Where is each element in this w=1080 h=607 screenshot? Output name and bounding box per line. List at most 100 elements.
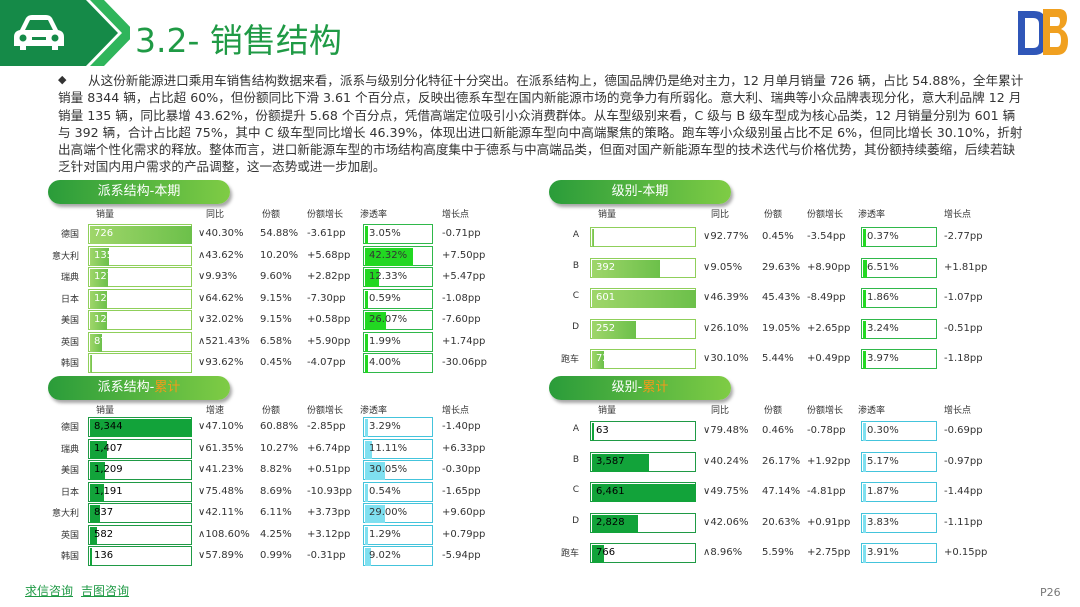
column-header-sales: 销量 [96,406,115,416]
sales-bar-fill [592,514,638,533]
row-label: B [572,454,579,465]
column-header-penetration: 渗透率 [360,210,388,220]
share-change-value: -10.93pp [307,485,352,497]
page-title: 3.2- 销售结构 [135,21,342,60]
row-label: 跑车 [560,549,579,559]
share-value: 45.43% [762,292,801,303]
growth-value: -2.77pp [944,231,983,242]
column-header-share: 份额 [262,406,281,416]
sales-value: 6,461 [596,486,625,497]
share-value: 8.82% [260,464,292,475]
penetration-value: 12.33% [369,271,408,282]
sales-bar: 392 [590,257,696,278]
share-value: 10.27% [260,442,299,454]
penetration-bar: 4.00% [363,353,433,373]
car-icon [14,15,64,50]
yoy-value: ∨26.10% [703,322,749,334]
penetration-bar-fill [365,462,386,480]
column-header-share_change: 份额增长 [307,210,344,220]
sales-value: 2,828 [596,516,625,528]
sales-bar: 3,587 [590,451,696,472]
penetration-bar-fill [365,333,368,352]
sales-bar-fill [90,312,108,330]
yoy-value: ∨75.48% [198,485,244,497]
sales-bar: 87 [88,331,192,352]
penetration-bar-fill [863,514,866,533]
penetration-bar-fill [365,419,368,437]
penetration-bar: 11.11% [363,438,433,459]
growth-value: -1.18pp [944,353,983,364]
sales-bar-fill [592,229,594,247]
row-label: 日本 [60,294,79,305]
yoy-value: ∨92.77% [703,231,749,242]
penetration-value: 3.97% [867,353,899,364]
share-change-value: +1.92pp [807,455,851,467]
sales-bar-fill [90,247,110,266]
share-value: 8.69% [260,485,292,497]
yoy-value: ∨93.62% [198,357,244,368]
penetration-value: 3.05% [369,228,401,239]
penetration-bar-fill [863,484,866,502]
penetration-bar: 42.32% [363,245,433,266]
sales-bar: 72 [590,349,696,369]
row-label: 德国 [60,423,79,433]
penetration-bar: 1.29% [363,524,433,545]
page-number: P26 [1040,586,1061,599]
penetration-bar: 5.17% [861,451,937,472]
sales-bar: 121 [88,288,192,309]
yoy-value: ∨42.11% [198,507,244,518]
penetration-value: 6.51% [867,261,899,273]
share-change-value: -3.54pp [807,231,846,242]
summary-text: 从这份新能源进口乘用车销售结构数据来看，派系与级别分化特征十分突出。在派系结构上… [58,72,1026,176]
penetration-value: 30.05% [369,464,408,475]
share-change-value: -4.81pp [807,486,846,497]
row-label: 意大利 [51,509,79,519]
sales-value: 1,407 [94,442,123,454]
sales-bar-fill [90,290,108,309]
penetration-value: 3.83% [867,516,899,528]
share-change-value: -0.78pp [807,425,846,436]
sales-bar-fill [592,484,696,502]
penetration-bar-fill [365,526,368,545]
yoy-value: ∨57.89% [198,550,244,561]
column-header-growth: 增长点 [944,210,972,220]
penetration-bar: 12.33% [363,267,433,287]
yoy-value: ∨49.75% [703,486,749,497]
row-label: 英国 [60,337,79,348]
share-value: 60.88% [260,421,299,432]
sales-bar-fill [90,226,192,244]
sales-value: 6 [596,231,603,242]
footer-link-jitu[interactable]: 吉图咨询 [81,584,130,598]
growth-value: -30.06pp [442,357,487,368]
penetration-bar-fill [863,453,866,472]
share-change-value: -3.61pp [307,228,346,239]
column-header-penetration: 渗透率 [858,406,886,416]
yoy-value: ∨47.10% [198,421,244,432]
sales-bar-fill [592,423,594,441]
row-label: 瑞典 [60,273,79,283]
penetration-value: 4.00% [369,357,401,368]
share-value: 0.45% [762,231,794,242]
sales-bar-fill [90,355,92,373]
sales-bar: 136 [88,546,192,566]
share-value: 26.17% [762,455,801,467]
penetration-value: 1.87% [867,486,899,497]
penetration-value: 3.29% [369,421,401,432]
footer-link-qiuxin[interactable]: 求信咨询 [25,584,74,598]
growth-value: -1.08pp [442,292,481,304]
yoy-value: ∨9.05% [703,261,743,273]
penetration-value: 3.24% [867,322,899,334]
penetration-bar: 0.54% [363,481,433,502]
sales-bar-fill [90,333,103,352]
penetration-value: 0.37% [867,231,899,242]
share-change-value: +2.65pp [807,322,851,334]
column-header-share: 份额 [262,210,281,220]
column-header-yoy: 同比 [206,210,225,220]
penetration-bar-fill [365,440,372,459]
penetration-bar-fill [365,312,387,330]
sales-bar-fill [592,453,650,472]
sales-bar-fill [592,290,696,308]
sales-bar-fill [90,526,98,545]
sales-bar-fill [90,505,101,523]
penetration-bar-fill [365,269,379,287]
